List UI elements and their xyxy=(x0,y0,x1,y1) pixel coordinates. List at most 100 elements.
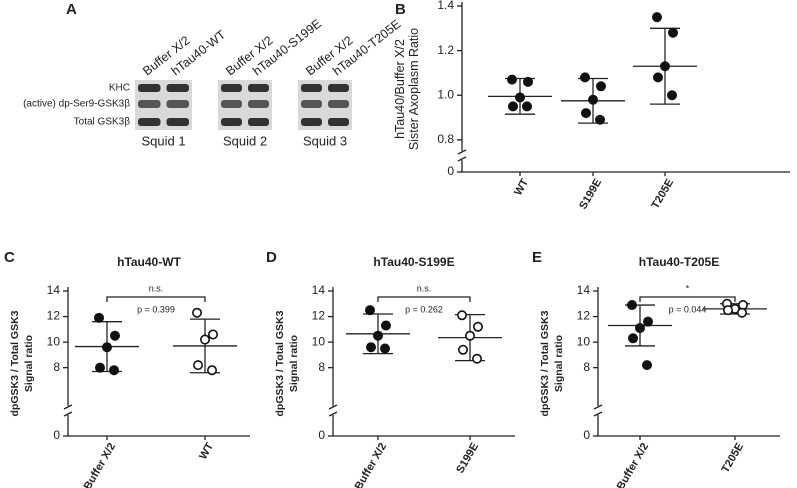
data-point xyxy=(464,330,475,341)
data-point xyxy=(95,362,106,373)
data-point xyxy=(642,316,653,327)
y-tick-label: 0.8 xyxy=(437,132,454,146)
y-axis-label: dpGSK3 / Total GSK3 Signal ratio xyxy=(274,310,300,416)
band xyxy=(166,118,189,126)
significance-label: n.s. xyxy=(417,283,432,293)
y-axis-label-line: dpGSK3 / Total GSK3 xyxy=(274,310,286,416)
data-point xyxy=(634,323,645,334)
y-axis-label-line: dpGSK3 / Total GSK3 xyxy=(9,310,21,416)
y-tick-label: 14 xyxy=(312,283,326,297)
y-tick-label: 1.4 xyxy=(437,0,454,12)
panel-letter: C xyxy=(4,249,15,266)
data-point xyxy=(722,305,733,316)
axis-break xyxy=(593,404,603,410)
axis-break xyxy=(457,149,467,155)
panel-letter: D xyxy=(266,249,277,266)
significance-bracket xyxy=(377,296,471,302)
band xyxy=(221,100,242,108)
axis-break xyxy=(63,411,73,417)
group-label: Squid 3 xyxy=(303,133,347,148)
data-point xyxy=(94,312,105,323)
data-point xyxy=(507,101,518,112)
data-point xyxy=(579,72,590,83)
data-point xyxy=(200,334,211,345)
p-value: p = 0.262 xyxy=(405,304,443,314)
y-tick-label: 0 xyxy=(53,428,60,442)
panel-letter: A xyxy=(66,1,77,18)
y-tick-label: 12 xyxy=(577,309,591,323)
data-point xyxy=(514,92,525,103)
band xyxy=(248,100,269,108)
y-tick-label: 10 xyxy=(577,334,591,348)
data-point xyxy=(193,360,204,371)
band xyxy=(301,84,322,92)
data-point xyxy=(587,94,598,105)
y-tick-label: 10 xyxy=(312,334,326,348)
y-tick-label: 8 xyxy=(583,360,590,374)
y-tick-label: 0 xyxy=(583,428,590,442)
row-label: (active) dp-Ser9-GSK3β xyxy=(23,99,130,110)
data-point xyxy=(471,353,482,364)
x-tick-label: Buffer X/2 xyxy=(353,441,389,488)
y-tick-label: 0 xyxy=(447,164,454,178)
x-tick-label: S199E xyxy=(454,441,481,476)
band xyxy=(138,84,161,92)
x-tick-label: T205E xyxy=(650,177,677,211)
p-value: p = 0.044 xyxy=(669,304,707,314)
row-label: Total GSK3β xyxy=(74,117,131,128)
band xyxy=(138,100,161,108)
band xyxy=(221,118,242,126)
data-point xyxy=(594,114,605,125)
band xyxy=(248,118,269,126)
group-label: Squid 1 xyxy=(141,133,185,148)
data-point xyxy=(652,72,663,83)
data-point xyxy=(364,305,375,316)
significance-bracket xyxy=(639,296,736,302)
axis-break xyxy=(593,411,603,417)
axis-break xyxy=(328,411,338,417)
data-point xyxy=(192,307,203,318)
data-point xyxy=(521,101,532,112)
chart-title: hTau40-T205E xyxy=(639,255,719,269)
y-tick-label: 12 xyxy=(312,309,326,323)
y-tick-label: 14 xyxy=(577,283,591,297)
y-axis-label-line: Signal ratio xyxy=(23,335,35,392)
y-tick-label: 1.0 xyxy=(437,87,454,101)
significance-label: * xyxy=(686,283,690,293)
band xyxy=(301,118,322,126)
significance-bracket xyxy=(106,296,206,302)
data-point xyxy=(506,74,517,85)
band xyxy=(166,84,189,92)
data-point xyxy=(102,342,113,353)
significance-label: n.s. xyxy=(149,283,164,293)
x-tick-label: T205E xyxy=(720,441,747,475)
y-axis-label: dpGSK3 / Total GSK3 Signal ratio xyxy=(9,310,35,416)
axis-break xyxy=(328,404,338,410)
data-point xyxy=(456,310,467,321)
band xyxy=(138,118,161,126)
data-point xyxy=(626,300,637,311)
y-axis-label: hTau40/Buffer X/2Sister Axoplasm Ratio xyxy=(393,28,421,150)
y-tick-label: 8 xyxy=(318,360,325,374)
data-point xyxy=(580,108,591,119)
data-point xyxy=(736,307,747,318)
data-point xyxy=(379,343,390,354)
data-point xyxy=(627,333,638,344)
data-point xyxy=(457,344,468,355)
y-axis-label-line: Signal ratio xyxy=(553,335,565,392)
panel-letter: B xyxy=(395,1,406,18)
data-point xyxy=(110,330,121,341)
data-point xyxy=(522,76,533,87)
data-point xyxy=(651,12,662,23)
y-tick-label: 1.2 xyxy=(437,43,454,57)
data-point xyxy=(365,342,376,353)
axis-break xyxy=(457,156,467,162)
data-point xyxy=(641,360,652,371)
data-point xyxy=(208,329,219,340)
chart-title: hTau40-S199E xyxy=(373,255,454,269)
y-tick-label: 14 xyxy=(47,283,61,297)
data-point xyxy=(207,365,218,376)
p-value: p = 0.399 xyxy=(137,304,175,314)
x-tick-label: WT xyxy=(512,177,531,198)
